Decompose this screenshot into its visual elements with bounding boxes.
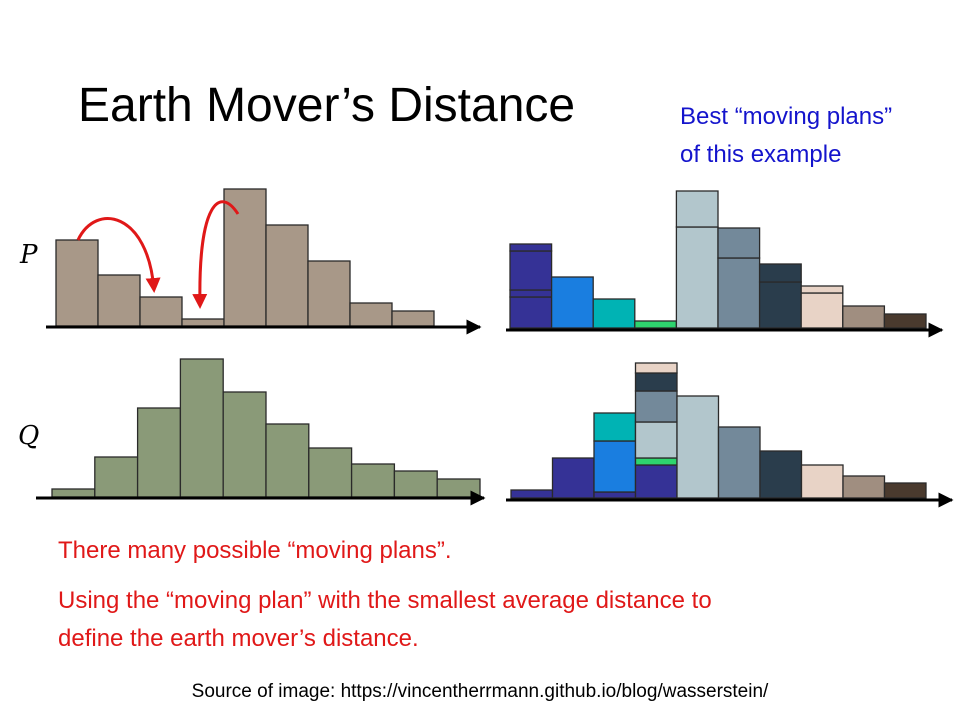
move-arrows [76,200,240,309]
p-plan-bar-5-segment-1 [675,226,719,329]
p-bar-3 [139,296,183,327]
move-arrow-left [76,217,161,293]
best-plans-line-1: Best “moving plans” [680,103,893,130]
p-bar-6 [265,224,309,327]
q-plan-bar-3-segment-2 [593,440,637,493]
q-plan-bar-4-segment-1 [634,464,678,499]
p-plan-bar-6-segment-2 [717,227,761,259]
p-plan-bar-1-segment-3 [509,250,553,291]
p-bar-9 [391,310,435,327]
distribution-q-label: Q [18,421,40,451]
q-plan-bar-2-segment-1 [551,457,595,499]
p-plan-bar-7-segment-1 [758,281,802,329]
q-plan-bar-4-segment-4 [634,390,678,423]
q-bar-6 [265,423,310,498]
q-bar-1 [51,488,96,498]
axes [36,319,954,508]
p-plan-bar-1-segment-4 [509,243,553,252]
move-arrow-right [192,200,240,309]
q-plan-bar-9-segment-1 [842,475,886,499]
q-plan-bar-10-segment-1 [883,482,927,499]
p-plan-bar-4-segment-1 [634,320,678,329]
p-plan-bar-1-segment-2 [509,289,553,298]
p-bar-1 [55,239,99,327]
p-plan-bar-2-segment-1 [550,276,594,329]
p-plan-bar-1-segment-1 [509,296,553,329]
smallest-distance-line-1: Using the “moving plan” with the smalles… [58,587,712,614]
p-bar-8 [349,302,393,327]
q-bar-9 [393,470,438,498]
p-plan-bar-8-segment-2 [800,285,844,294]
p-bar-2 [97,274,141,327]
q-plan-bar-4-segment-3 [634,421,678,459]
q-plan-bar-7-segment-1 [759,450,803,499]
smallest-distance-note: Using the “moving plan” with the smalles… [58,582,918,658]
q-plan-bar-3-segment-1 [593,491,637,499]
q-bar-3 [136,407,182,498]
best-plans-annotation: Best “moving plans” of this example [680,98,892,174]
p-plan-bar-5-segment-2 [675,190,719,228]
q-bar-8 [350,463,396,498]
slide-title: Earth Mover’s Distance [78,79,576,132]
q-plan-bar-8-segment-1 [800,464,844,499]
histogram-q [51,358,481,498]
many-plans-note: There many possible “moving plans”. [58,537,452,564]
p-plan-bar-6-segment-1 [717,257,761,329]
smallest-distance-line-2: define the earth mover’s distance. [58,625,419,652]
best-plans-line-2: of this example [680,141,842,168]
q-bar-2 [94,456,139,498]
histogram-p-moving-plan [509,190,927,329]
distribution-p-label: P [20,240,38,270]
p-bar-5 [223,188,267,327]
q-plan-bar-4-segment-5 [634,372,678,392]
image-source-citation: Source of image: https://vincentherrmann… [191,681,769,702]
p-bar-4 [181,318,225,327]
q-bar-4 [179,358,224,498]
histogram-q-moving-plan [510,362,927,499]
q-plan-bar-4-segment-2 [634,457,678,466]
p-plan-bar-3-segment-1 [592,298,636,329]
q-bar-7 [308,447,353,498]
q-bar-10 [436,478,481,498]
q-plan-bar-6-segment-1 [717,426,761,499]
q-plan-bar-3-segment-3 [593,412,637,442]
p-plan-bar-10-segment-1 [883,313,927,329]
q-bar-5 [222,391,267,498]
p-plan-bar-9-segment-1 [842,305,886,329]
histogram-p [55,188,435,327]
q-plan-bar-5-segment-1 [676,395,720,499]
p-bar-7 [307,260,351,327]
q-plan-bar-4-segment-6 [634,362,678,374]
p-plan-bar-8-segment-1 [800,292,844,329]
p-plan-bar-7-segment-2 [758,263,802,283]
q-plan-bar-1-segment-1 [510,489,554,499]
